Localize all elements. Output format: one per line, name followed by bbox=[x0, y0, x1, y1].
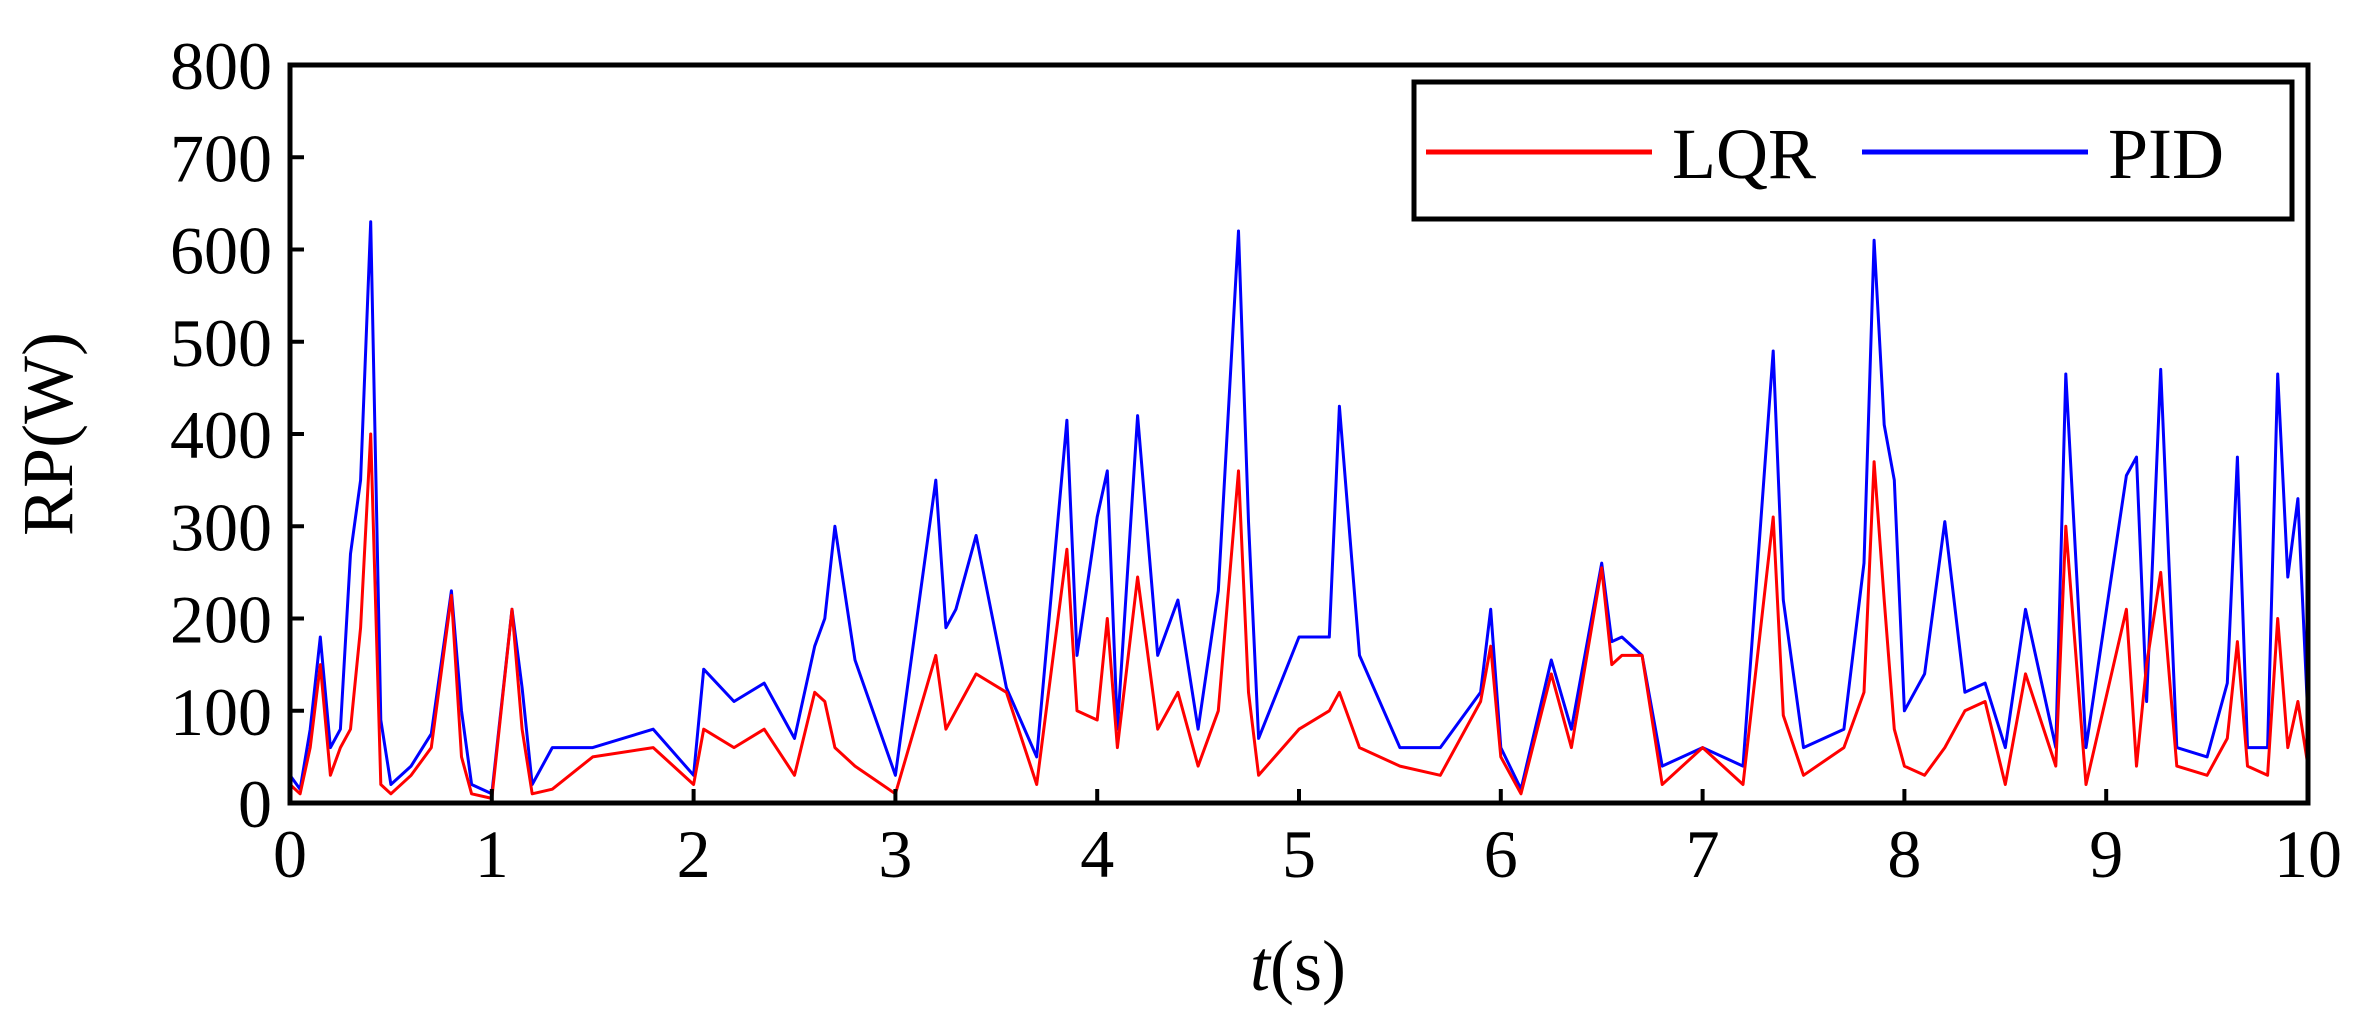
x-tick-label: 8 bbox=[1887, 816, 1921, 892]
x-tick-label: 5 bbox=[1282, 816, 1316, 892]
x-tick-label: 10 bbox=[2274, 816, 2342, 892]
x-tick-label: 0 bbox=[273, 816, 307, 892]
series-line-lqr bbox=[288, 432, 2310, 800]
y-tick-label: 0 bbox=[238, 766, 272, 842]
x-axis-title-variable: t bbox=[1250, 926, 1272, 1006]
legend-label-pid: PID bbox=[2108, 114, 2224, 194]
y-tick-label: 300 bbox=[170, 489, 272, 565]
y-tick-label: 100 bbox=[170, 674, 272, 750]
x-tick-label: 3 bbox=[878, 816, 912, 892]
legend-label-lqr: LQR bbox=[1672, 114, 1816, 194]
x-tick-label: 1 bbox=[475, 816, 509, 892]
legend: LQR PID bbox=[1411, 79, 2295, 222]
y-axis-title: RP(W) bbox=[8, 332, 88, 536]
y-tick-label: 600 bbox=[170, 213, 272, 289]
x-tick-label: 9 bbox=[2089, 816, 2123, 892]
y-tick-label: 700 bbox=[170, 120, 272, 196]
x-axis-title-unit: (s) bbox=[1270, 926, 1346, 1006]
x-tick-label: 6 bbox=[1484, 816, 1518, 892]
y-tick-label: 400 bbox=[170, 397, 272, 473]
x-tick-label: 4 bbox=[1080, 816, 1114, 892]
x-tick-label: 2 bbox=[677, 816, 711, 892]
y-tick-label: 800 bbox=[170, 28, 272, 104]
series-layer bbox=[288, 220, 2310, 800]
y-tick-label: 200 bbox=[170, 582, 272, 658]
x-axis-ticks: 0 1 2 3 4 5 6 7 8 9 10 bbox=[273, 789, 2342, 892]
y-tick-label: 500 bbox=[170, 305, 272, 381]
y-axis-ticks: 0 100 200 300 400 500 600 700 800 bbox=[170, 28, 304, 842]
x-tick-label: 7 bbox=[1686, 816, 1720, 892]
x-axis-title: t(s) bbox=[1250, 926, 1346, 1006]
